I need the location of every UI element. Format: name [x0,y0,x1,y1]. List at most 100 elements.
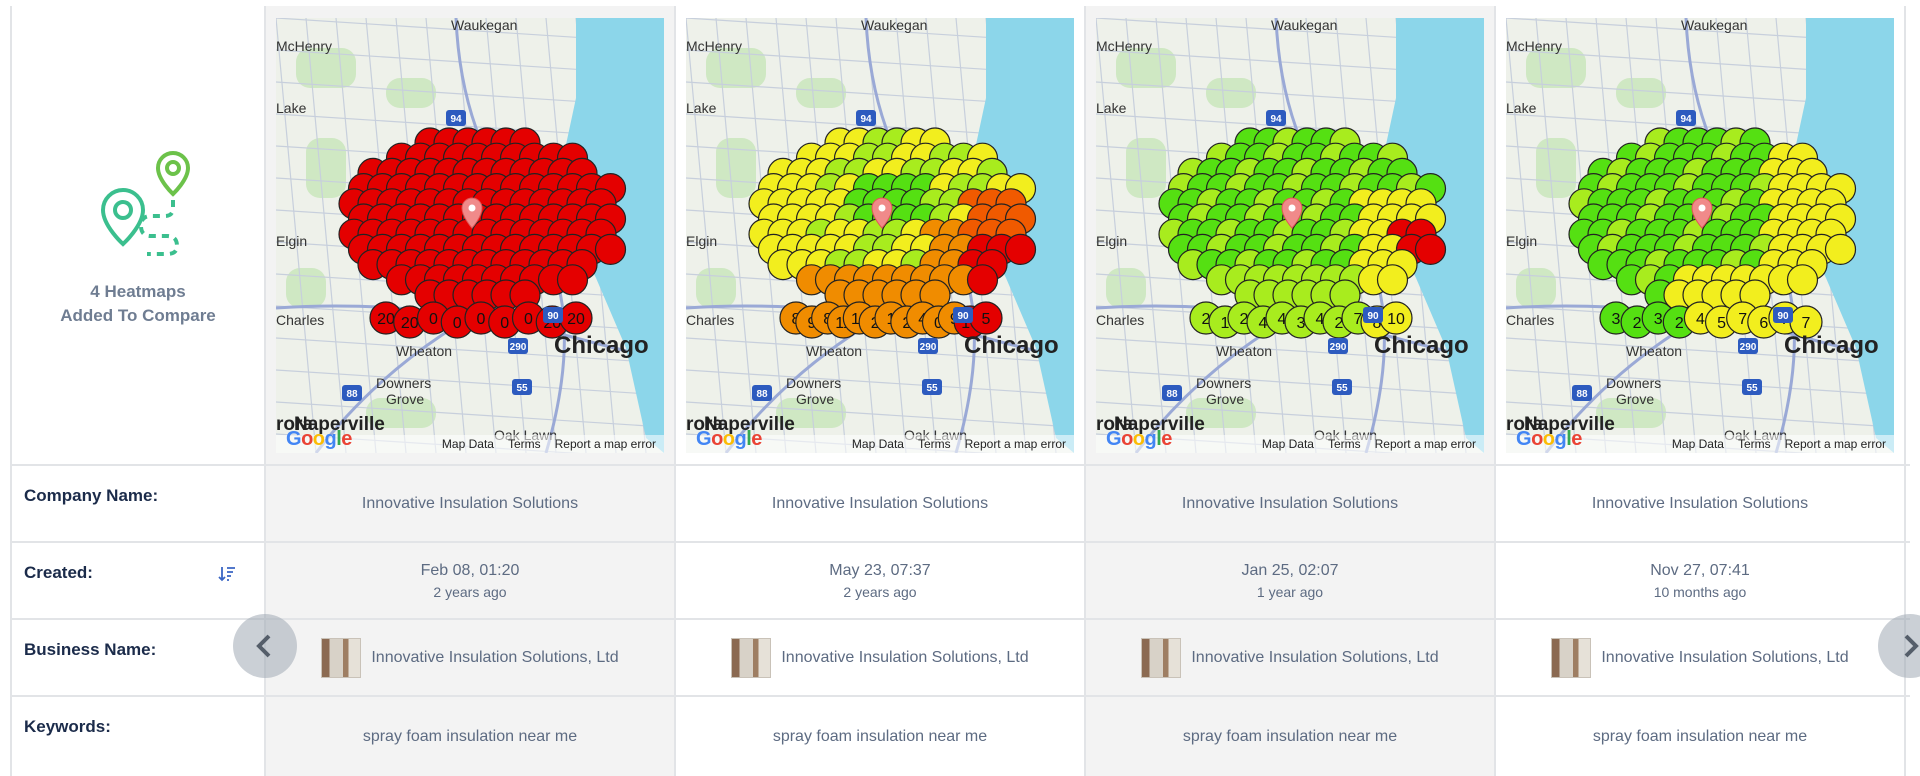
map-data-link[interactable]: Map Data [1261,436,1314,451]
highway-number: 290 [510,342,527,353]
business-name: Innovative Insulation Solutions, Ltd [1191,648,1439,666]
heatmap-rank-label: 3 [1297,315,1306,332]
map-place-label: Charles [276,312,324,328]
google-logo[interactable]: Google [1106,427,1172,450]
map-pin-icon [1691,197,1713,229]
map-place-label: Downers [376,375,431,391]
heatmap-map[interactable]: 323245767794902908855WaukeganMcHenryLake… [1506,17,1894,453]
map-place-label: Waukegan [1271,18,1337,33]
created-value: Feb 08, 01:20 2 years ago [266,543,676,618]
business-value: Innovative Insulation Solutions, Ltd [676,620,1086,695]
added-to-compare: Added To Compare [60,306,216,325]
heatmap-rank-label: 0 [524,311,533,328]
heatmap-rank-label: 10 [1387,311,1405,328]
map-pin-icon [871,197,893,229]
map-place-label: Chicago [554,332,649,359]
heatmap-map[interactable]: 898111121240910594902908855WaukeganMcHen… [686,17,1074,453]
map-place-label: Waukegan [861,18,927,33]
highway-number: 94 [1270,114,1282,125]
google-logo[interactable]: Google [286,427,352,450]
heatmaps-count: 4 Heatmaps [90,282,186,301]
report-map-error-link[interactable]: Report a map error [1374,436,1476,451]
map-place-label: rora [276,414,313,435]
heatmap-rank-label: 2 [1633,315,1642,332]
heatmap-rank-label: 7 [1354,311,1363,328]
report-map-error-link[interactable]: Report a map error [964,436,1066,451]
map-place-label: Wheaton [806,343,862,359]
heatmap-cell-2: 898111121240910594902908855WaukeganMcHen… [676,6,1086,464]
map-data-link[interactable]: Map Data [1671,436,1724,451]
sort-icon[interactable] [218,565,236,583]
highway-shield [1328,337,1348,354]
keyword-value: spray foam insulation near me [1086,697,1496,776]
heatmap-point [1414,233,1447,265]
map-place-label: McHenry [686,38,742,54]
terms-link[interactable]: Terms [1737,436,1771,451]
google-logo[interactable]: Google [696,427,762,450]
highway-number: 88 [756,389,768,400]
company-value: Innovative Insulation Solutions [1086,466,1496,541]
business-value: Innovative Insulation Solutions, Ltd [1086,620,1496,695]
heatmap-cell-3: 2 1 2 4 4 3 4 2 7 8 10 94 90 290 88 55 Waukegan McHenry La… [1086,6,1496,464]
heatmap-rank-label: 4 [1259,315,1268,332]
terms-link[interactable]: Terms [917,436,951,451]
highway-shield [918,337,938,354]
heatmaps-count-caption: 4 Heatmaps Added To Compare [60,280,216,328]
map-place-label: Elgin [276,233,307,249]
map-place-label: Lake [686,100,717,116]
terms-link[interactable]: Terms [507,436,541,451]
heatmap-cell-1: 20 20 0 0 0 0 0 20 20 94 90 290 88 55 Waukegan McHenry L… [266,6,676,464]
map-place-label: Naperville [1114,414,1205,435]
map-place-label: Waukegan [451,18,517,33]
heatmap-map[interactable]: 2 1 2 4 4 3 4 2 7 8 10 94 90 290 88 55 Waukegan McHenry La… [1096,17,1484,453]
heatmap-point [556,263,589,295]
compare-summary-cell: 4 Heatmaps Added To Compare [10,6,266,464]
highway-shield [1742,378,1762,395]
prev-button[interactable] [233,614,297,678]
heatmap-rank-label: 0 [500,315,509,332]
heatmap-point [966,263,999,295]
company-label-cell: Company Name: [10,466,266,541]
heatmap-rank-label: 4 [1316,311,1325,328]
keyword-value: spray foam insulation near me [676,697,1086,776]
map-place-label: Charles [1096,312,1144,328]
heatmap-rank-label: 8 [1373,315,1382,332]
heatmap-rank-label: 0 [453,315,462,332]
highway-shield [1572,384,1592,401]
business-label-cell: Business Name: [10,620,266,695]
heatmap-rank-label: 1 [1221,315,1230,332]
heatmap-rank-label: 7 [1738,311,1747,328]
company-value: Innovative Insulation Solutions [676,466,1086,541]
company-label: Company Name: [24,486,159,505]
created-value: May 23, 07:37 2 years ago [676,543,1086,618]
heatmap-cell-4: 323245767794902908855WaukeganMcHenryLake… [1496,6,1906,464]
google-logo[interactable]: Google [1516,427,1582,450]
heatmap-rank-label: 7 [1802,315,1811,332]
keywords-label: Keywords: [24,717,111,736]
map-attribution: Map Data Terms Report a map error [276,434,664,453]
route-pins-icon [100,151,191,256]
highway-shield [953,306,973,323]
report-map-error-link[interactable]: Report a map error [554,436,656,451]
report-map-error-link[interactable]: Report a map error [1784,436,1886,451]
highway-number: 90 [1777,311,1789,322]
map-data-link[interactable]: Map Data [851,436,904,451]
map-pin-icon [1281,197,1303,229]
heatmap-rank-label: 3 [1612,311,1621,328]
terms-link[interactable]: Terms [1327,436,1361,451]
heatmap-rank-label: 4 [1696,311,1705,328]
map-attribution: Map Data Terms Report a map error [1096,434,1484,453]
heatmap-point [1786,263,1819,295]
highway-number: 290 [1740,342,1757,353]
map-place-label: McHenry [276,38,332,54]
company-row: Company Name: Innovative Insulation Solu… [10,466,1910,543]
highway-number: 88 [1576,389,1588,400]
highway-shield [1773,306,1793,323]
heatmap-map[interactable]: 20 20 0 0 0 0 0 20 20 94 90 290 88 55 Waukegan McHenry L… [276,17,664,453]
highway-number: 55 [1336,383,1348,394]
highway-number: 90 [957,311,969,322]
highway-number: 290 [1330,342,1347,353]
created-ago: 10 months ago [1653,583,1747,600]
heatmap-point [1376,263,1409,295]
map-data-link[interactable]: Map Data [441,436,494,451]
